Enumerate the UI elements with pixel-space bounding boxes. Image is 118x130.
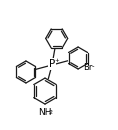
Text: NH: NH — [38, 108, 52, 117]
Text: +: + — [54, 58, 59, 63]
Text: -: - — [91, 63, 94, 69]
Text: 2: 2 — [48, 110, 53, 115]
Text: Br: Br — [83, 63, 92, 73]
Text: P: P — [49, 59, 55, 69]
